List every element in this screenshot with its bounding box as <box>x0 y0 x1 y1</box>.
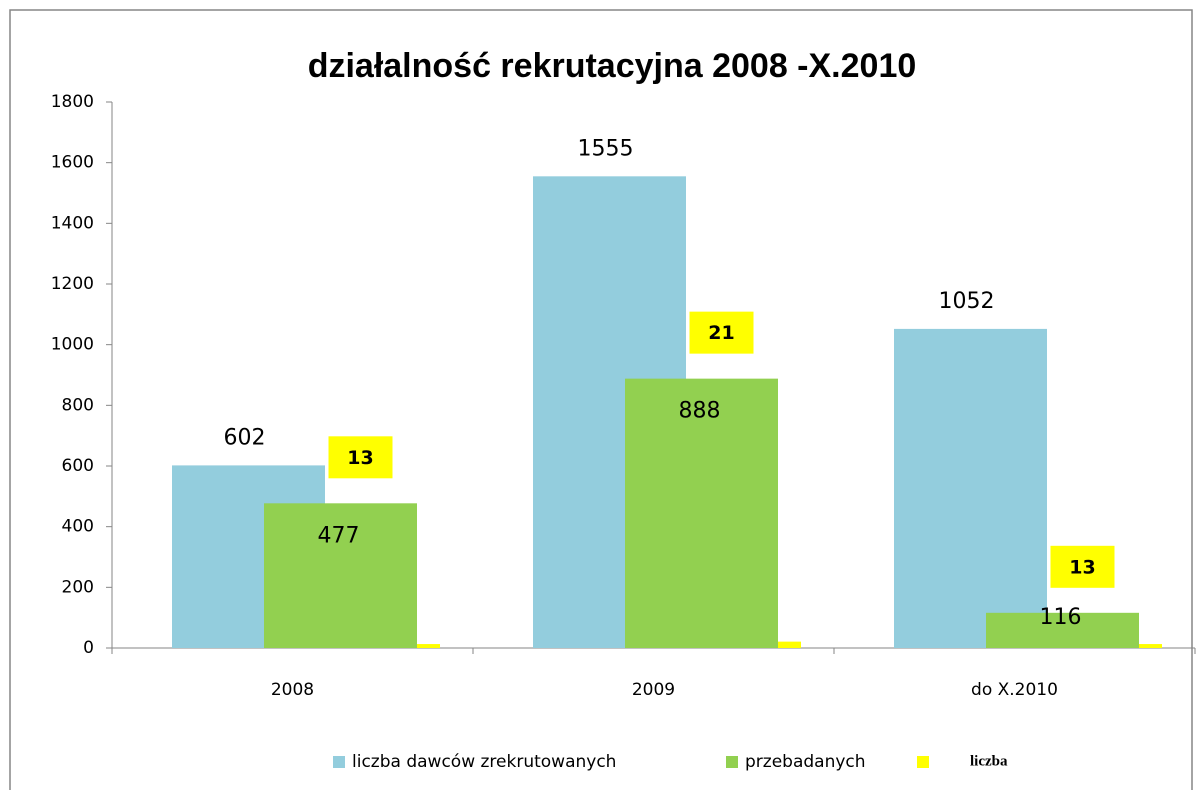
legend-swatch <box>726 756 738 768</box>
data-label: 602 <box>224 425 266 450</box>
legend-label: liczba <box>970 753 1008 769</box>
data-label-box <box>328 436 393 479</box>
y-tick-label: 0 <box>83 638 94 658</box>
data-label: 116 <box>1040 605 1082 630</box>
y-tick-label: 200 <box>62 577 94 597</box>
data-label-box <box>1050 545 1115 588</box>
y-tick-label: 400 <box>62 517 94 537</box>
bar <box>894 328 1047 648</box>
y-tick-label: 1600 <box>51 153 94 173</box>
y-tick-label: 800 <box>62 395 94 415</box>
y-tick-label: 1400 <box>51 213 94 233</box>
data-label: 13 <box>1069 556 1095 578</box>
x-tick-label: 2009 <box>632 680 675 700</box>
legend-label: przebadanych <box>745 752 866 772</box>
bar <box>986 612 1139 648</box>
bar <box>625 378 778 648</box>
x-tick-label: 2008 <box>271 680 314 700</box>
y-tick-label: 1200 <box>51 274 94 294</box>
bar <box>264 503 417 648</box>
data-label: 477 <box>318 523 360 548</box>
y-tick-label: 1000 <box>51 335 94 355</box>
legend-label: liczba dawców zrekrutowanych <box>352 752 616 772</box>
y-tick-label: 1800 <box>51 92 94 112</box>
data-label: 888 <box>679 399 721 424</box>
legend-swatch <box>917 756 929 768</box>
chart-title: działalność rekrutacyjna 2008 -X.2010 <box>308 47 917 85</box>
data-label-box <box>689 311 754 354</box>
legend-swatch <box>333 756 345 768</box>
data-label: 1052 <box>939 289 995 314</box>
data-label: 21 <box>708 322 734 344</box>
y-tick-label: 600 <box>62 456 94 476</box>
x-tick-label: do X.2010 <box>971 680 1058 700</box>
data-label: 1555 <box>578 136 634 161</box>
data-label: 13 <box>347 447 373 469</box>
